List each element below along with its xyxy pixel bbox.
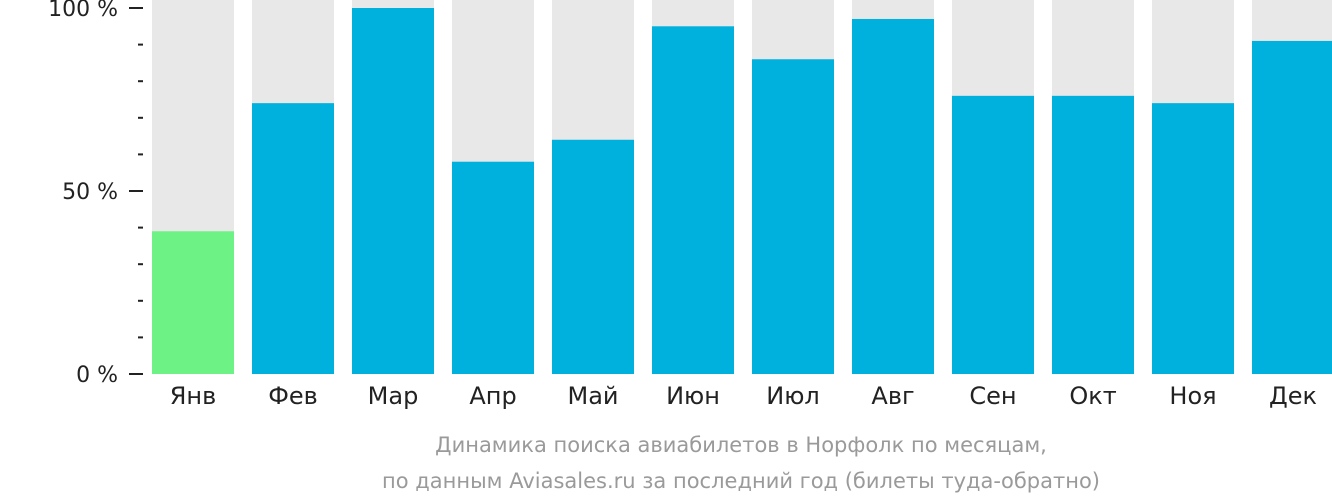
bar-11 — [1252, 40, 1332, 374]
chart-caption-line-1: Динамика поиска авиабилетов в Норфолк по… — [435, 433, 1047, 457]
x-tick-label-6: Июл — [766, 382, 820, 410]
x-tick-label-10: Ноя — [1169, 382, 1216, 410]
bar-10 — [1152, 103, 1234, 374]
y-axis: 100 % 50 % 0 % — [48, 0, 143, 388]
chart-caption-line-2: по данным Aviasales.ru за последний год … — [382, 469, 1100, 493]
x-tick-label-11: Дек — [1269, 382, 1317, 410]
x-tick-label-4: Май — [567, 382, 618, 410]
bar-2 — [352, 8, 434, 374]
y-tick-label-0: 100 % — [48, 0, 118, 22]
x-tick-label-8: Сен — [969, 382, 1016, 410]
bar-5 — [652, 26, 734, 375]
y-tick-label-1: 50 % — [62, 180, 118, 205]
x-tick-label-0: Янв — [170, 382, 217, 410]
data-bars — [152, 8, 1332, 375]
bar-7 — [852, 18, 934, 374]
bar-9 — [1052, 95, 1134, 374]
y-tick-label-2: 0 % — [76, 363, 118, 388]
x-tick-label-2: Мар — [368, 382, 419, 410]
x-axis-labels: Янв Фев Мар Апр Май Июн Июл Авг Сен Окт Ноя Дек — [170, 382, 1317, 410]
bar-1 — [252, 103, 334, 374]
x-tick-label-5: Июн — [666, 382, 720, 410]
bar-6 — [752, 59, 834, 375]
bar-0 — [152, 231, 234, 374]
x-tick-label-1: Фев — [268, 382, 318, 410]
bar-3 — [452, 161, 534, 374]
x-tick-label-9: Окт — [1069, 382, 1116, 410]
x-tick-label-3: Апр — [469, 382, 516, 410]
bar-8 — [952, 95, 1034, 374]
bar-4 — [552, 139, 634, 374]
x-tick-label-7: Авг — [871, 382, 914, 410]
